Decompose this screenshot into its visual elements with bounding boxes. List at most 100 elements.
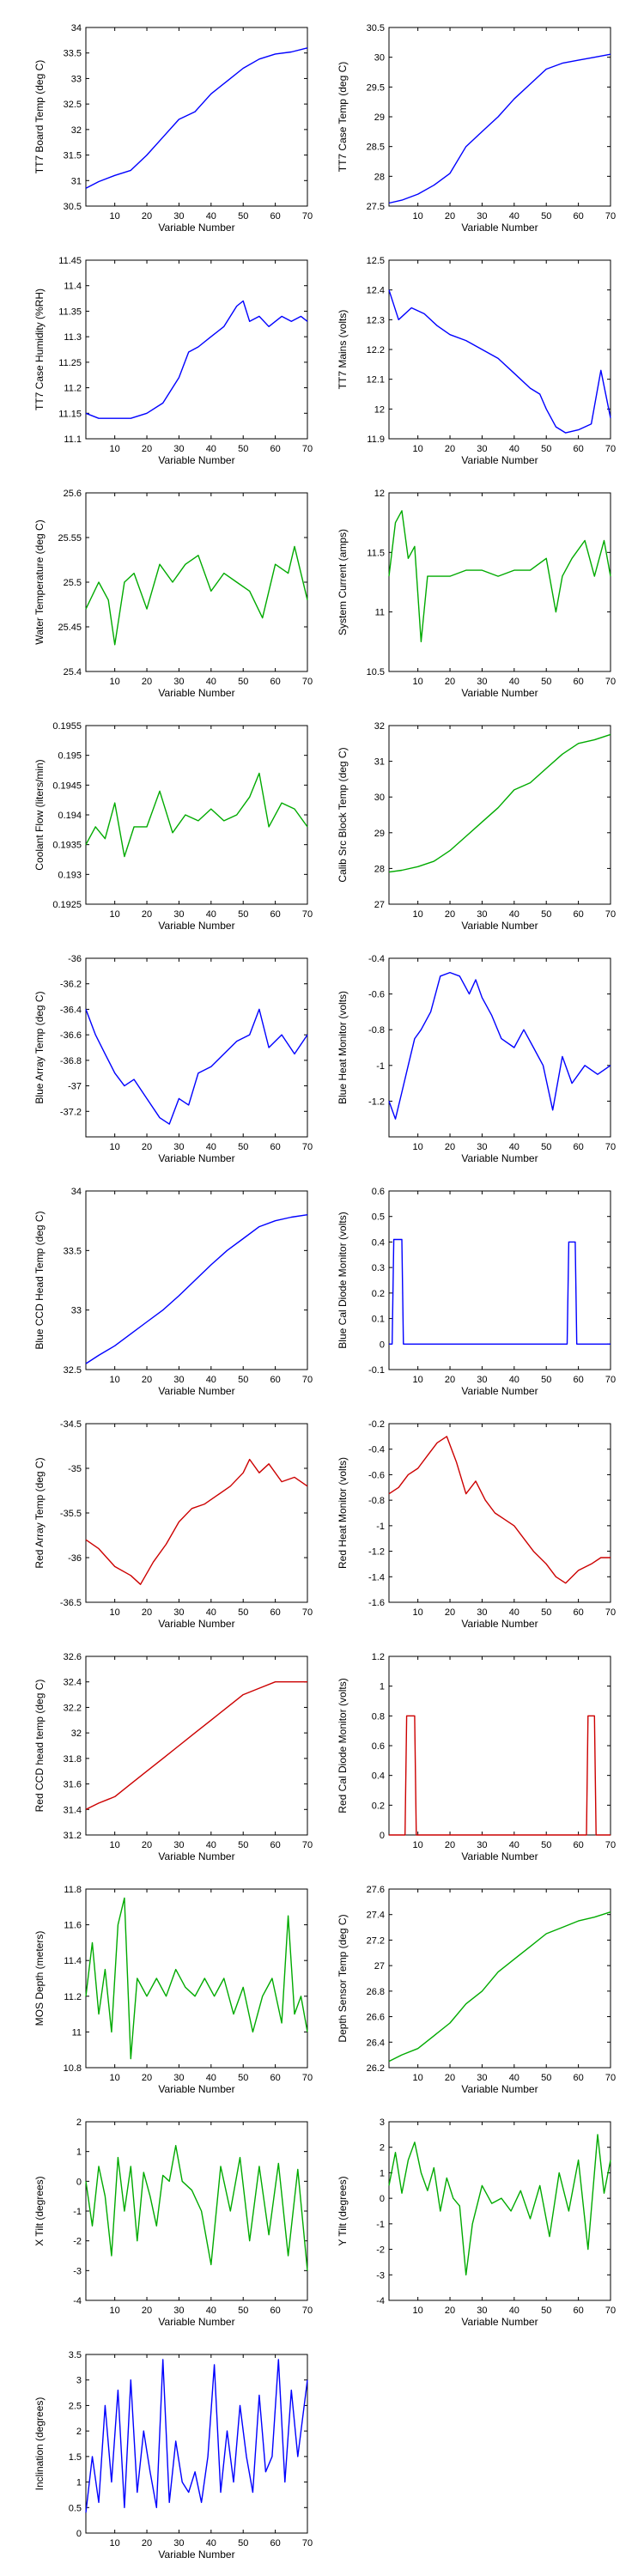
y-tick-label: -0.6 (368, 1470, 385, 1480)
x-tick-label: 20 (142, 2306, 152, 2316)
x-tick-label: 60 (573, 444, 583, 454)
x-tick-label: 50 (238, 1607, 248, 1618)
x-axis-label: Variable Number (158, 454, 234, 466)
x-tick-label: 30 (477, 444, 487, 454)
y-axis-label: TT7 Case Humidity (%RH) (33, 289, 46, 410)
y-tick-label: 27 (374, 1961, 385, 1971)
x-axis-label: Variable Number (461, 1385, 538, 1397)
y-tick-label: 12 (374, 489, 385, 499)
x-tick-label: 20 (445, 211, 455, 222)
y-tick-label: 11.2 (64, 1992, 82, 2002)
series-line (388, 733, 611, 873)
y-tick-label: -36.4 (60, 1005, 82, 1015)
y-tick-label: -0.8 (368, 1025, 385, 1036)
x-tick-label: 60 (270, 211, 280, 222)
y-tick-label: 31.4 (64, 1805, 82, 1815)
y-tick-label: 0.4 (372, 1771, 385, 1782)
y-axis-label: TT7 Board Temp (deg C) (33, 60, 46, 174)
y-tick-label: 26.8 (367, 1987, 385, 1997)
x-tick-label: 70 (302, 444, 313, 454)
plot-frame (85, 1888, 308, 2069)
x-tick-label: 20 (445, 1375, 455, 1385)
y-tick-label: -3 (376, 2270, 385, 2281)
x-tick-label: 60 (573, 211, 583, 222)
y-tick-label: -1.4 (368, 1572, 385, 1583)
y-tick-label: 25.6 (64, 489, 82, 499)
x-tick-label: 10 (110, 2306, 120, 2316)
series-line (388, 53, 611, 204)
x-tick-label: 30 (477, 1607, 487, 1618)
y-tick-label: 32.5 (64, 1365, 82, 1376)
plot-panel: 10 20 30 40 50 60 70 -4 -3 -2 -1 0 1 2 3 Y Tilt (degree… (337, 2117, 616, 2328)
y-tick-label: 12.3 (367, 315, 385, 325)
x-tick-label: 30 (173, 444, 184, 454)
y-tick-label: 31 (374, 757, 385, 768)
x-tick-label: 40 (206, 2073, 216, 2083)
y-tick-label: -36 (68, 1553, 82, 1564)
y-tick-label: -36.2 (60, 980, 82, 990)
x-axis-label: Variable Number (461, 454, 538, 466)
x-tick-label: 50 (238, 444, 248, 454)
x-tick-label: 60 (573, 909, 583, 920)
y-tick-label: -35.5 (60, 1509, 82, 1519)
x-tick-label: 50 (238, 1142, 248, 1152)
x-tick-label: 30 (173, 1375, 184, 1385)
y-tick-label: 11.4 (64, 282, 82, 292)
x-tick-label: 50 (541, 1142, 551, 1152)
y-tick-label: 10.8 (64, 2063, 82, 2074)
x-tick-label: 30 (477, 1142, 487, 1152)
y-tick-label: -2 (376, 2245, 385, 2256)
plot-panel: 10 20 30 40 50 60 70 0.1925 0.193 0.1935 0.194 0.19… (33, 721, 313, 932)
x-tick-label: 20 (142, 2073, 152, 2083)
x-tick-label: 60 (270, 1840, 280, 1850)
x-axis-label: Variable Number (158, 1152, 234, 1164)
y-tick-label: 11.15 (58, 409, 82, 419)
y-axis-label: Y Tilt (degrees) (337, 2176, 349, 2245)
x-tick-label: 20 (142, 909, 152, 920)
y-tick-label: 29.5 (367, 82, 385, 93)
x-tick-label: 60 (573, 1840, 583, 1850)
x-tick-label: 60 (270, 1375, 280, 1385)
y-tick-label: 27.5 (367, 202, 385, 212)
x-tick-label: 40 (206, 1142, 216, 1152)
plot-frame (85, 957, 308, 1138)
y-tick-label: 30.5 (367, 23, 385, 33)
y-tick-label: -0.2 (368, 1419, 385, 1430)
y-tick-label: -36.6 (60, 1030, 82, 1041)
plot-frame (85, 1656, 308, 1836)
x-tick-label: 50 (238, 1375, 248, 1385)
y-tick-label: -1.2 (368, 1097, 385, 1107)
series-line (85, 300, 308, 419)
x-tick-label: 40 (509, 909, 519, 920)
y-tick-label: -1 (376, 1061, 385, 1072)
x-tick-label: 70 (302, 677, 313, 687)
plot-frame (388, 1656, 611, 1836)
y-tick-label: -36.5 (60, 1598, 82, 1608)
x-tick-label: 10 (110, 2538, 120, 2549)
x-tick-label: 40 (509, 1607, 519, 1618)
y-tick-label: -0.6 (368, 990, 385, 1000)
x-tick-label: 60 (270, 1607, 280, 1618)
y-tick-label: 12.1 (367, 375, 385, 386)
y-tick-label: -37.2 (60, 1107, 82, 1117)
y-tick-label: 28 (374, 864, 385, 874)
x-tick-label: 60 (270, 2073, 280, 2083)
y-tick-label: -4 (73, 2296, 82, 2306)
y-axis-label: Blue Cal Diode Monitor (volts) (337, 1212, 349, 1348)
x-tick-label: 10 (110, 909, 120, 920)
plot-frame (85, 1423, 308, 1603)
y-tick-label: 1.2 (372, 1652, 385, 1662)
x-tick-label: 10 (110, 444, 120, 454)
y-axis-label: Water Temperature (deg C) (33, 519, 46, 644)
x-tick-label: 20 (142, 1142, 152, 1152)
series-line (85, 2144, 308, 2271)
x-tick-label: 10 (413, 909, 423, 920)
y-axis-label: MOS Depth (meters) (33, 1931, 46, 2026)
y-tick-label: 32 (71, 125, 82, 136)
plot-frame (388, 725, 611, 905)
y-tick-label: -2 (73, 2237, 82, 2247)
x-tick-label: 20 (142, 1375, 152, 1385)
x-tick-label: 20 (142, 2538, 152, 2549)
series-line (389, 1715, 611, 1836)
